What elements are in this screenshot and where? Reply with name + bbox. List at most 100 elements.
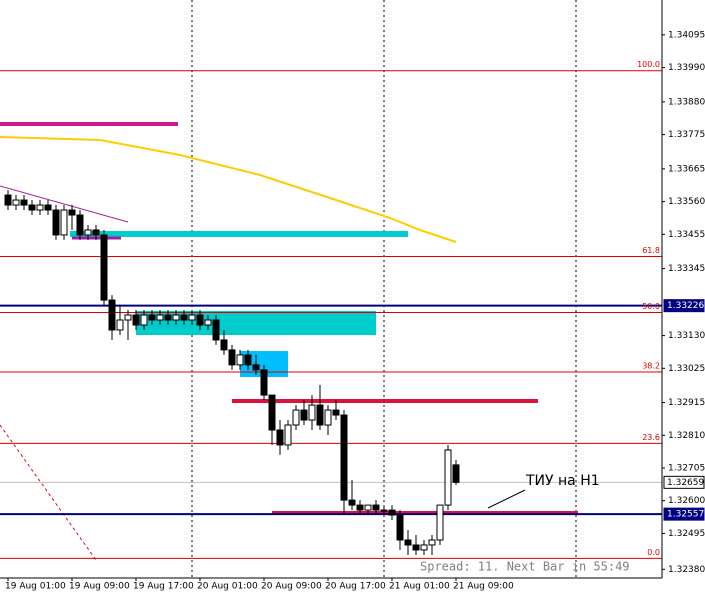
candle-body: [412, 544, 420, 551]
x-tick-label: 20 Aug 09:00: [261, 582, 322, 592]
trend-line: [0, 185, 129, 223]
price-label-box: [663, 299, 705, 313]
price-label: 1.33226: [667, 301, 704, 311]
x-tick-label: 20 Aug 01:00: [197, 582, 258, 592]
candle-body: [100, 234, 108, 301]
y-tick-label: 1.33990: [668, 63, 705, 73]
candle-body: [316, 404, 324, 426]
candle-body: [452, 464, 460, 483]
candle-body: [348, 499, 356, 506]
price-label: 1.32659: [667, 478, 704, 488]
candle-body: [380, 509, 388, 512]
annotation: ТИУ на H1: [525, 473, 600, 489]
y-tick-label: 1.33775: [668, 130, 705, 140]
candle-body: [4, 194, 12, 206]
candle-body: [252, 364, 260, 371]
plot: [0, 70, 662, 559]
candle-body: [260, 369, 268, 396]
price-label-box: [663, 507, 705, 521]
candle-body: [180, 314, 188, 321]
fib-label: 23.6: [642, 433, 660, 442]
y-tick-label: 1.32810: [668, 431, 705, 441]
y-tick-label: 1.33455: [668, 230, 705, 240]
candle-body: [196, 314, 204, 326]
candle-body: [188, 314, 196, 321]
candle-body: [212, 319, 220, 341]
y-tick-label: 1.33665: [668, 164, 705, 174]
candle-body: [268, 394, 276, 431]
fib-label: 0.0: [647, 548, 660, 557]
fib-label: 38.2: [642, 362, 660, 371]
y-tick-label: 1.32915: [668, 398, 705, 408]
candle-body: [28, 204, 36, 211]
candle-body: [84, 229, 92, 236]
candle-body: [60, 209, 68, 236]
candle-body: [372, 504, 380, 511]
candle-body: [388, 509, 396, 516]
candle-body: [68, 209, 76, 216]
candle-body: [204, 319, 212, 326]
candle-body: [156, 314, 164, 321]
candle-body: [220, 339, 228, 351]
candle-body: [92, 229, 100, 236]
candle-body: [124, 314, 132, 321]
candle-body: [228, 349, 236, 366]
candle-body: [284, 424, 292, 446]
candle-body: [44, 204, 52, 211]
candle-body: [444, 449, 452, 506]
candle-body: [12, 199, 20, 206]
candle-body: [276, 429, 284, 446]
annotation-arrow: [487, 489, 526, 509]
candle-body: [404, 539, 412, 546]
zone: [136, 311, 376, 335]
candle-body: [236, 354, 244, 366]
y-tick-label: 1.33345: [668, 264, 705, 274]
candle-body: [300, 409, 308, 421]
trend-line: [0, 424, 97, 561]
candle-body: [132, 314, 140, 326]
candle-body: [52, 209, 60, 236]
candle-body: [172, 314, 180, 321]
candle-body: [108, 299, 116, 331]
x-tick-label: 21 Aug 01:00: [389, 582, 450, 592]
price-label-box: [663, 475, 705, 489]
y-tick-label: 1.32495: [668, 529, 705, 539]
separators: [191, 0, 577, 578]
fib-label: 61.8: [642, 246, 660, 255]
candle-body: [364, 504, 372, 511]
candle-body: [332, 409, 340, 416]
y-tick-label: 1.32705: [668, 464, 705, 474]
y-tick-label: 1.32600: [668, 496, 705, 506]
candle-body: [292, 409, 300, 426]
zone: [70, 231, 408, 237]
x-tick-label: 19 Aug 01:00: [5, 582, 66, 592]
candle-body: [308, 404, 316, 421]
candle-body: [20, 199, 28, 206]
moving-average: [0, 136, 457, 243]
y-tick-label: 1.34095: [668, 30, 705, 40]
candle-body: [420, 544, 428, 551]
x-tick-label: 21 Aug 09:00: [453, 582, 514, 592]
x-tick-label: 20 Aug 17:00: [325, 582, 386, 592]
fib-label: 100.0: [637, 60, 660, 69]
y-tick-label: 1.33130: [668, 331, 705, 341]
candle-body: [324, 409, 332, 426]
price-label: 1.32557: [667, 510, 704, 520]
candle-body: [396, 514, 404, 541]
x-tick-label: 19 Aug 17:00: [133, 582, 194, 592]
candle-body: [244, 354, 252, 366]
candle-body: [116, 319, 124, 331]
candle-body: [76, 214, 84, 236]
candle-body: [36, 204, 44, 211]
candle-body: [164, 314, 172, 321]
y-tick-label: 1.32380: [668, 565, 705, 575]
candle-body: [340, 414, 348, 501]
candle-body: [356, 504, 364, 511]
candle-body: [436, 504, 444, 541]
y-tick-label: 1.33880: [668, 97, 705, 107]
candle-body: [148, 314, 156, 321]
y-tick-label: 1.33025: [668, 364, 705, 374]
candle-body: [140, 314, 148, 326]
y-tick-label: 1.33560: [668, 197, 705, 207]
